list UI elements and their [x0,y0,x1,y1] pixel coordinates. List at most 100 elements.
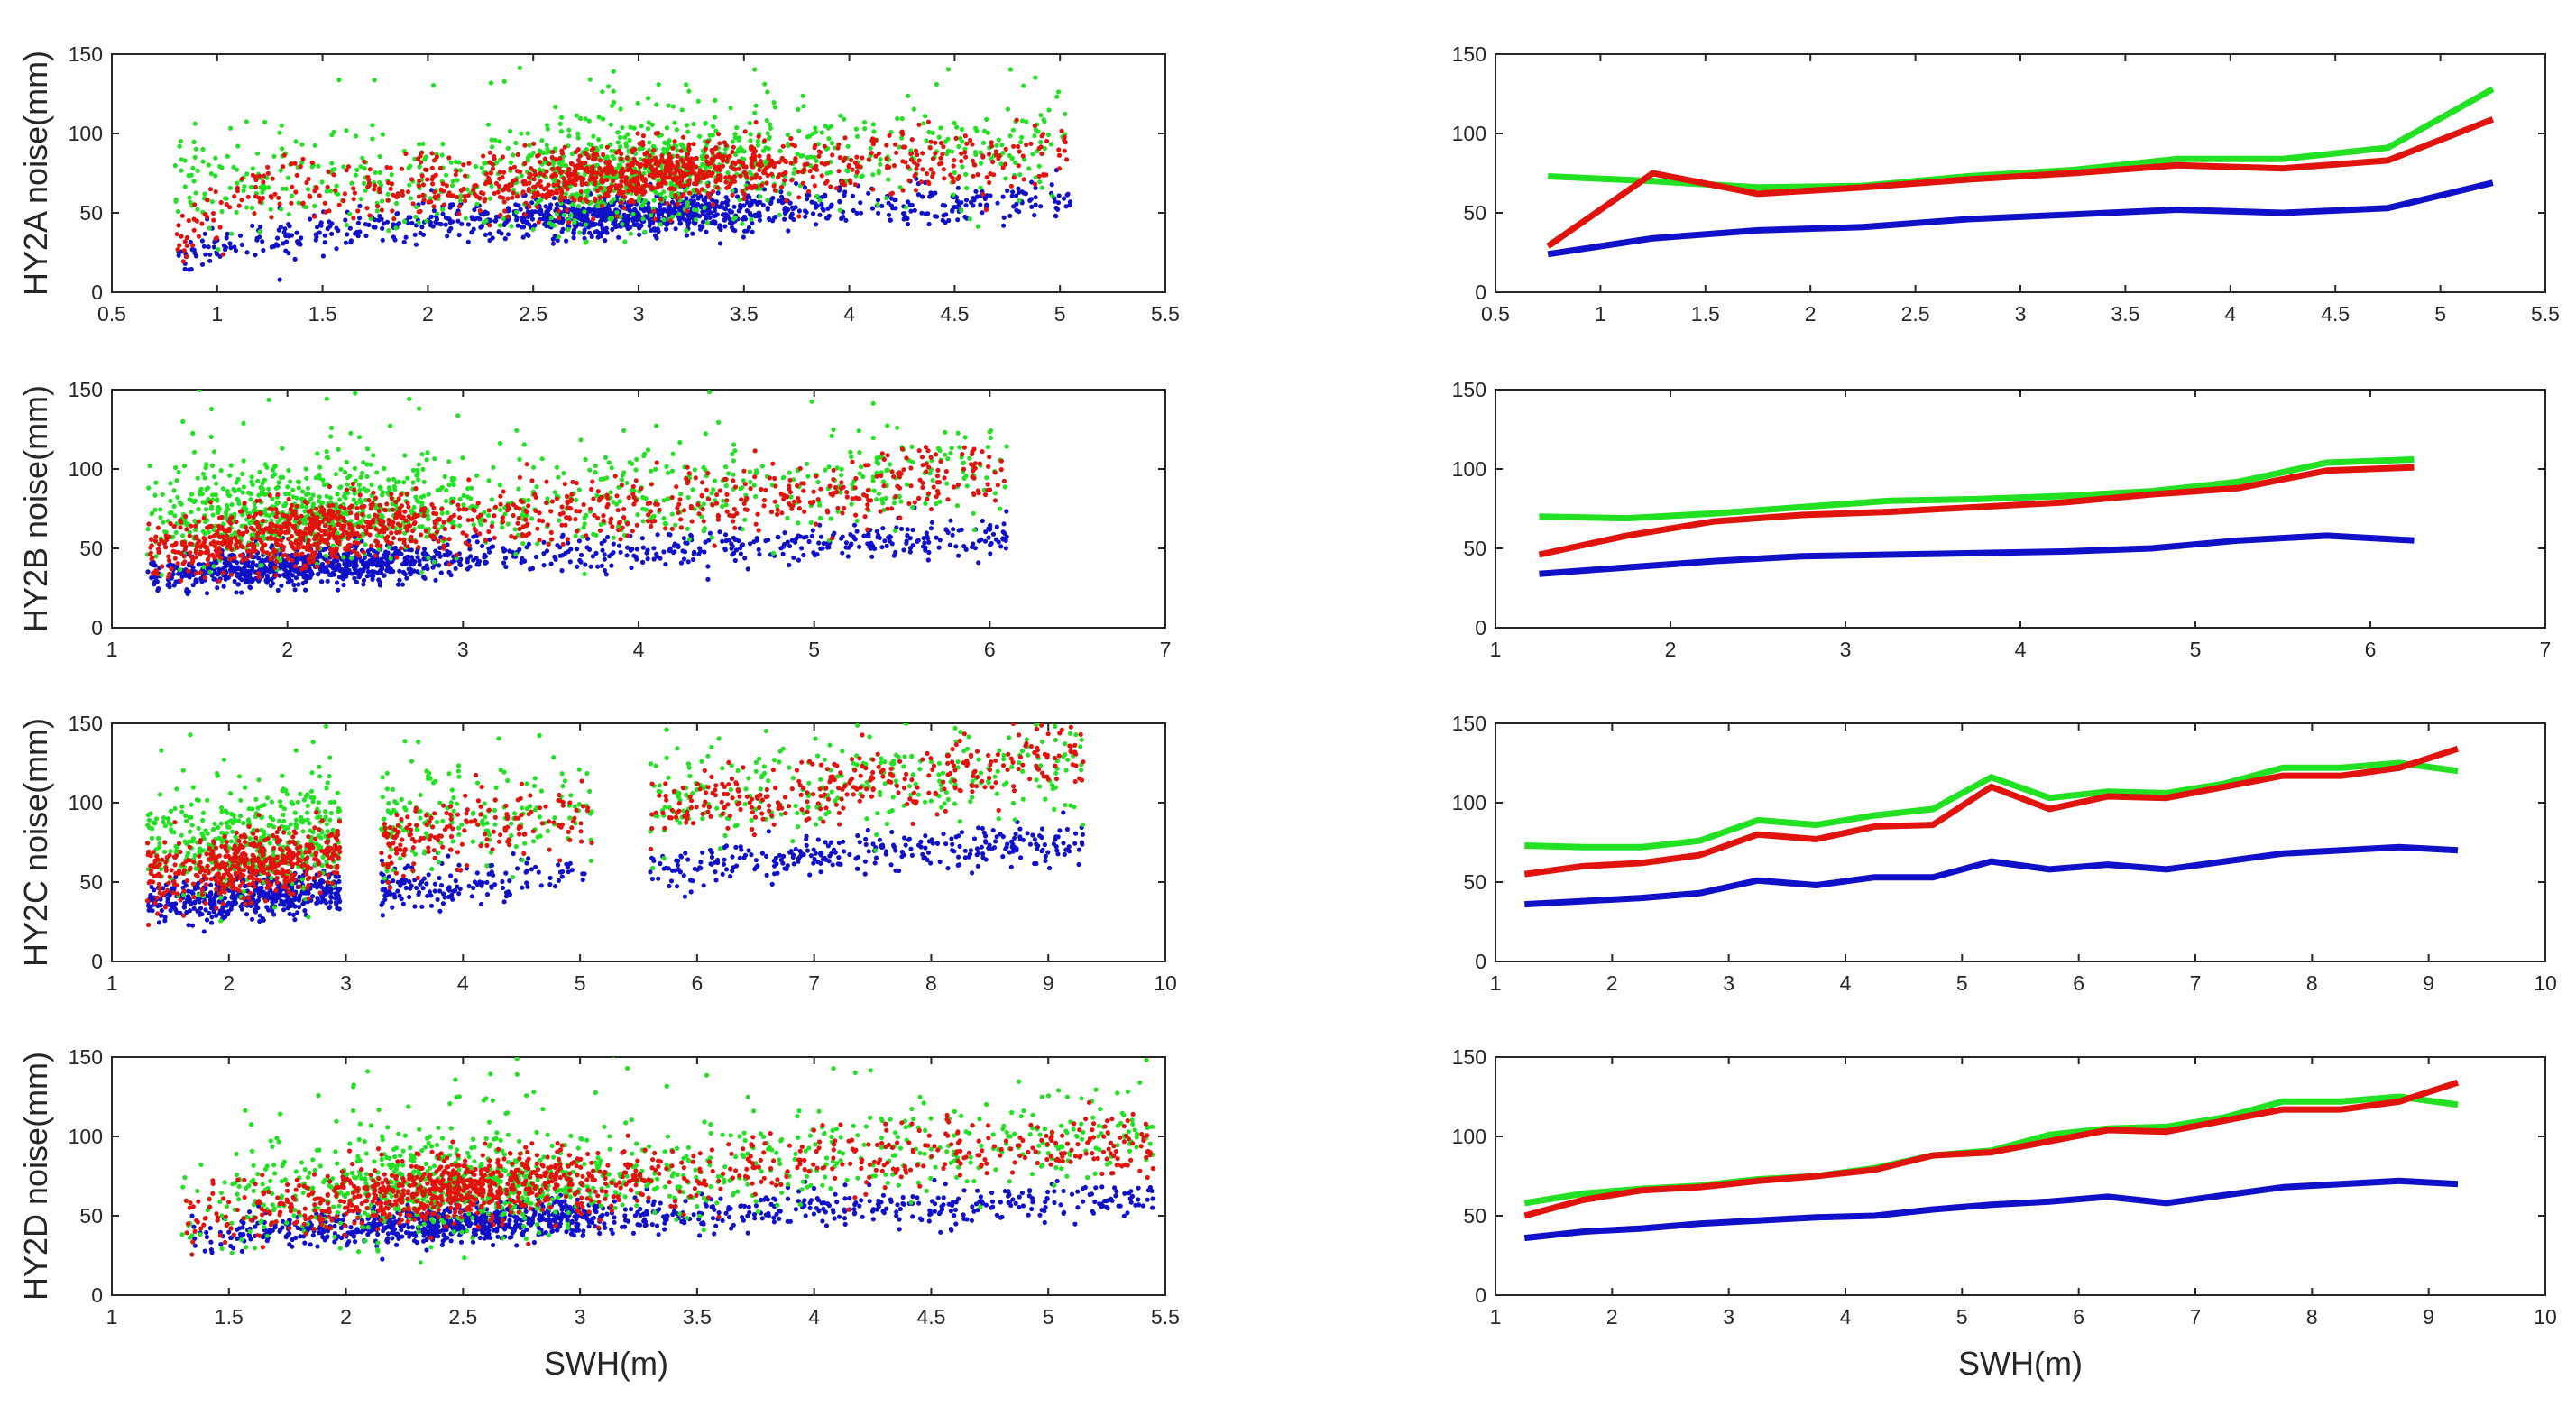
scatter-point-green [189,510,194,515]
x-tick-label: 4 [633,638,645,661]
scatter-point-red [731,179,738,184]
scatter-point-blue [922,540,927,546]
scatter-point-green [768,125,774,131]
scatter-point-red [429,151,435,156]
scatter-point-green [630,211,636,216]
scatter-point-red [483,181,489,187]
scatter-point-red [497,194,503,200]
scatter-point-blue [346,560,352,566]
scatter-point-red [294,172,299,178]
scatter-point-blue [283,561,289,566]
scatter-point-red [694,164,699,170]
scatter-point-blue [848,532,853,538]
scatter-point-green [957,445,962,450]
x-tick-label: 4 [843,302,855,326]
scatter-point-red [345,164,351,170]
scatter-point-red [870,142,877,147]
scatter-point-green [903,205,908,210]
scatter-point-red [653,131,658,136]
scatter-point-red [416,183,422,189]
scatter-point-red [501,199,507,205]
scatter-point-red [731,174,738,179]
scatter-point-blue [566,198,571,205]
scatter-point-red [659,180,665,186]
scatter-point-blue [998,544,1004,549]
scatter-point-green [895,115,900,122]
scatter-point-blue [574,214,579,219]
scatter-point-red [355,208,361,214]
scatter-point-red [431,204,437,209]
scatter-point-blue [408,215,413,220]
scatter-point-blue [292,587,298,593]
scatter-point-blue [929,520,935,525]
scatter-point-green [730,139,735,144]
scatter-point-green [558,129,565,134]
scatter-point-red [842,135,848,141]
scatter-point-red [918,179,925,185]
scatter-point-green [517,65,522,70]
scatter-point-green [716,419,722,425]
scatter-point-blue [412,232,418,237]
scatter-point-red [980,153,986,159]
scatter-point-green [868,145,873,151]
scatter-point-blue [818,534,824,539]
scatter-point-red [606,189,612,194]
scatter-point-green [573,192,578,198]
scatter-point-red [210,210,216,216]
scatter-point-red [506,188,511,193]
scatter-point-green [401,480,407,485]
scatter-point-blue [1014,193,1019,198]
scatter-point-red [593,156,598,161]
scatter-point-red [409,177,415,182]
scatter-point-blue [293,575,299,581]
scatter-point-red [351,197,356,202]
scatter-point-blue [437,545,443,551]
scatter-point-green [227,185,233,190]
scatter-point-blue [741,203,747,208]
scatter-point-blue [397,568,402,574]
scatter-point-red [558,170,564,176]
scatter-point-blue [750,220,755,226]
scatter-point-blue [544,224,549,229]
scatter-point-blue [543,204,548,209]
scatter-point-blue [804,534,809,539]
scatter-point-blue [277,277,282,282]
scatter-point-green [303,466,308,472]
scatter-point-red [366,182,372,189]
scatter-point-blue [300,581,306,586]
x-tick-label: 1 [1595,302,1606,326]
scatter-point-red [759,162,764,168]
scatter-point-blue [298,242,303,247]
scatter-point-red [672,139,677,144]
scatter-point-green [748,138,753,143]
scatter-point-red [176,223,181,228]
scatter-point-red [626,189,631,194]
scatter-point-red [640,184,646,189]
scatter-point-green [649,122,655,127]
scatter-point-red [269,215,274,220]
scatter-point-blue [286,569,291,575]
scatter-point-green [675,148,680,153]
scatter-point-red [500,175,505,180]
scatter-point-blue [320,253,326,259]
scatter-point-blue [817,522,823,528]
scatter-point-blue [365,569,372,575]
scatter-point-green [559,163,565,169]
scatter-point-red [713,178,719,183]
scatter-point-blue [757,552,762,557]
scatter-point-red [505,183,511,189]
scatter-point-green [584,239,589,244]
scatter-point-blue [559,568,565,574]
scatter-point-green [880,501,886,506]
scatter-point-blue [443,222,448,227]
scatter-point-red [1016,163,1021,169]
scatter-point-red [598,185,603,191]
scatter-point-green [180,533,186,538]
scatter-point-blue [380,225,385,231]
scatter-point-green [1030,152,1035,157]
scatter-point-red [1062,148,1067,153]
scatter-point-blue [647,207,652,212]
scatter-point-blue [560,226,566,232]
scatter-point-red [538,170,543,176]
scatter-point-green [628,124,633,130]
